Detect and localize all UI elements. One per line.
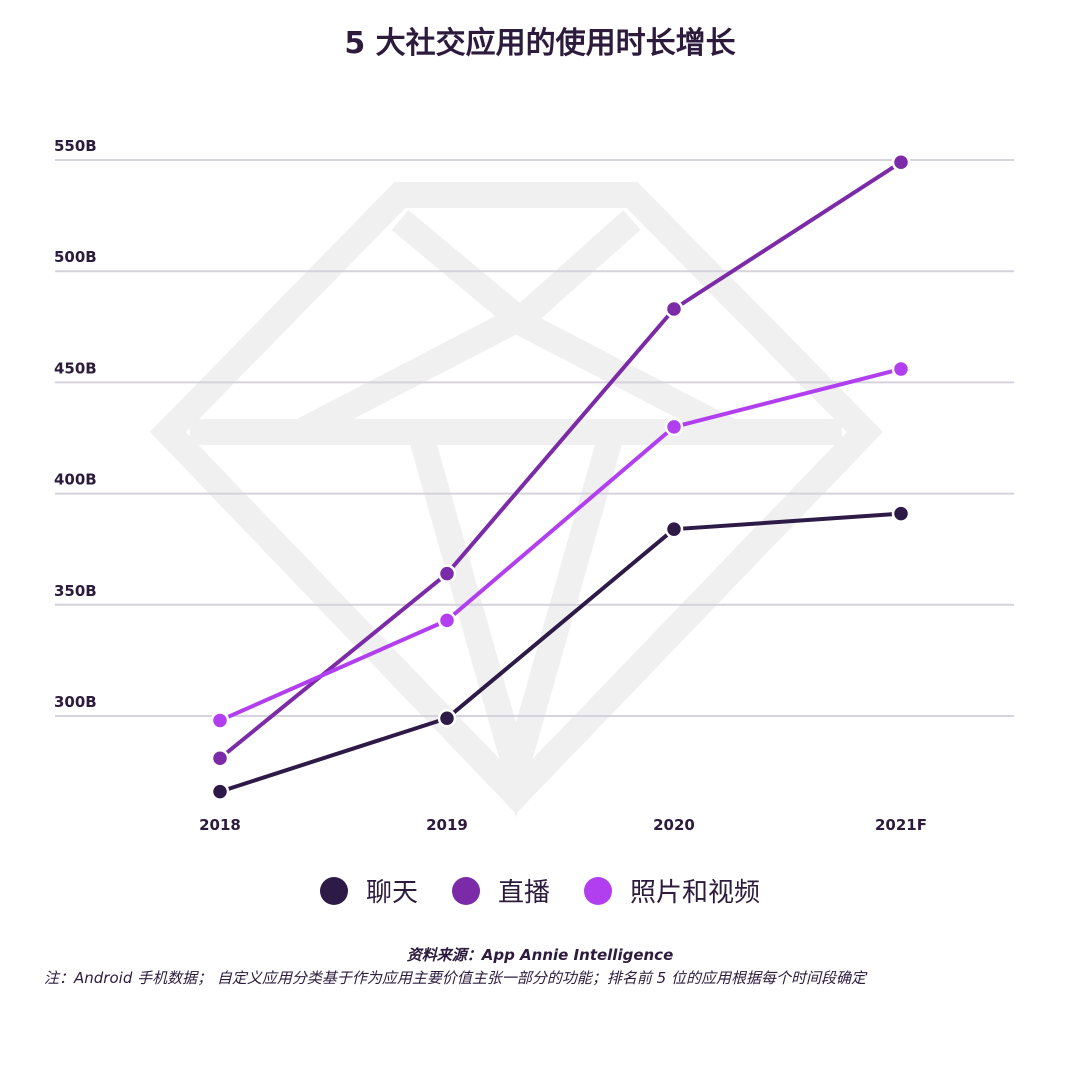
y-tick-label: 500B (54, 248, 97, 266)
data-point (437, 708, 457, 728)
watermark-diamond (149, 182, 884, 818)
watermark-facet (391, 210, 641, 338)
legend-item-chat: 聊天 (319, 872, 418, 909)
y-tick-label: 450B (54, 359, 97, 377)
watermark-facet (407, 428, 625, 818)
data-point (437, 611, 457, 630)
y-tick-label: 550B (54, 137, 97, 155)
y-tick-label: 300B (54, 693, 97, 711)
watermark-facet (294, 305, 738, 444)
data-point (664, 519, 684, 539)
y-tick-label: 400B (54, 471, 97, 489)
x-axis-ticks: 2018 2019 2020 2021F (199, 816, 927, 834)
data-point (891, 152, 911, 172)
x-tick-label: 2020 (653, 816, 695, 834)
x-tick-label: 2018 (199, 816, 241, 834)
data-point (891, 359, 911, 379)
chart-title: 5 大社交应用的使用时长增长 (344, 26, 736, 61)
legend-label-photo: 照片和视频 (630, 878, 761, 908)
series-line (218, 160, 903, 760)
source-text: 资料来源：App Annie Intelligence (406, 946, 674, 964)
y-axis-ticks: 300B 350B 400B 450B 500B 550B (54, 137, 97, 711)
legend-item-photo: 照片和视频 (584, 872, 760, 909)
data-point (437, 564, 457, 583)
legend-marker-chat (319, 876, 348, 905)
data-point (664, 299, 684, 319)
x-tick-label: 2021F (875, 816, 927, 834)
legend-label-live: 直播 (497, 878, 550, 908)
series-line (219, 511, 902, 794)
y-tick-label: 350B (54, 582, 97, 600)
legend-item-live: 直播 (451, 872, 550, 909)
data-point (664, 417, 684, 437)
footnote-text: 注：Android 手机数据； 自定义应用分类基于作为应用主要价值主张一部分的功… (44, 969, 866, 987)
x-tick-label: 2019 (426, 816, 468, 834)
data-point (210, 782, 230, 801)
series-line (219, 367, 902, 723)
legend-marker-live (451, 876, 480, 905)
legend: 聊天 直播 照片和视频 (0, 872, 1080, 909)
legend-label-chat: 聊天 (365, 878, 418, 908)
data-point (210, 711, 230, 730)
legend-marker-photo (584, 876, 612, 905)
data-point (891, 504, 911, 523)
series-group (210, 152, 911, 801)
watermark-outline (149, 182, 884, 814)
data-point (210, 749, 230, 768)
